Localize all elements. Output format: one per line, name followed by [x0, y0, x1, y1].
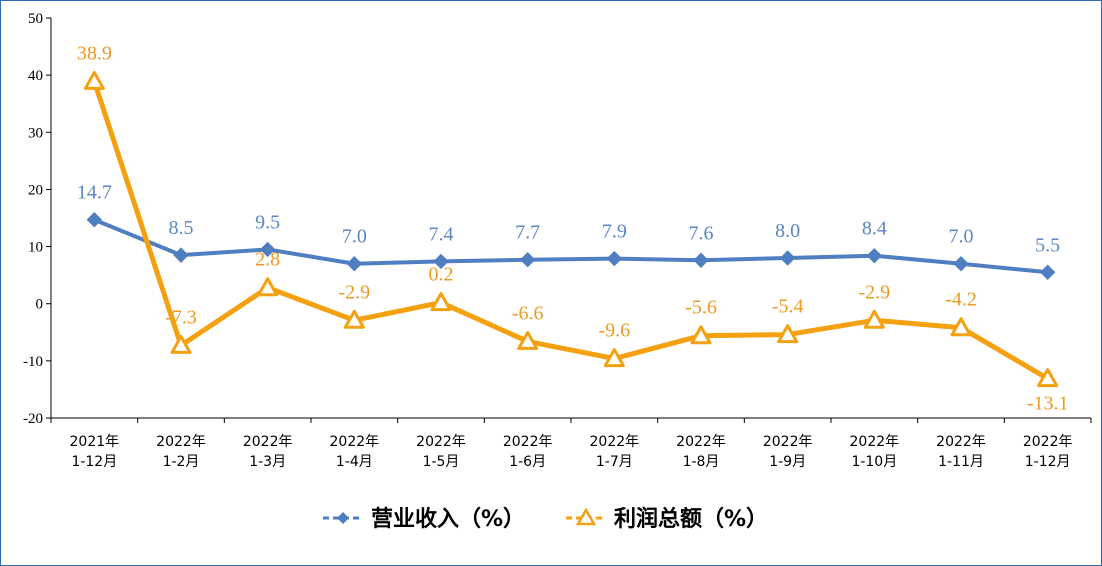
revenue-point — [606, 250, 623, 267]
profit-point — [517, 330, 539, 350]
revenue-point — [779, 250, 796, 266]
x-tick-label: 2021年 1-12月 — [70, 434, 120, 470]
revenue-data-label: 14.7 — [77, 182, 112, 204]
y-tick-label: -20 — [23, 411, 43, 427]
legend-label: 利润总额（%） — [614, 506, 768, 532]
revenue-data-label: 7.4 — [429, 223, 454, 245]
x-tick-label: 2022年 1-4月 — [330, 434, 380, 470]
y-tick-label: 50 — [28, 11, 43, 27]
revenue-data-label: 8.5 — [169, 217, 194, 239]
revenue-data-label: 9.5 — [255, 211, 280, 233]
revenue-point — [346, 256, 363, 272]
profit-data-label: -9.6 — [598, 320, 630, 342]
profit-data-label: 0.2 — [429, 264, 454, 286]
profit-point — [603, 348, 625, 368]
revenue-point — [433, 253, 449, 270]
x-tick-label: 2022年 1-3月 — [243, 434, 293, 470]
revenue-data-label: 5.5 — [1035, 234, 1060, 256]
y-axis-ticks: -20 -10 0 10 20 30 40 50 — [23, 11, 51, 427]
profit-point — [83, 70, 105, 90]
series-markers — [83, 70, 1059, 388]
profit-point — [170, 334, 192, 354]
y-tick-label: 20 — [28, 182, 43, 198]
profit-data-label: -2.9 — [858, 281, 890, 303]
profit-point — [950, 317, 972, 337]
y-tick-label: 30 — [28, 125, 43, 141]
revenue-data-label: 8.4 — [862, 218, 887, 240]
x-axis-ticks: 2021年 1-12月 2022年 1-2月 2022年 1-3月 2022年 1-4月 202… — [50, 418, 1092, 470]
revenue-data-label: 8.0 — [775, 220, 800, 242]
chart-axes — [50, 18, 1091, 419]
legend-item-profit: 利润总额（%） — [566, 506, 768, 532]
revenue-data-label: 7.6 — [689, 222, 714, 244]
y-tick-label: -10 — [23, 354, 43, 370]
revenue-data-label: 7.9 — [602, 221, 627, 243]
legend: 营业收入（%） 利润总额（%） — [323, 506, 768, 532]
profit-point — [690, 325, 712, 345]
profit-data-label: -13.1 — [1027, 393, 1069, 415]
revenue-point — [953, 256, 969, 272]
profit-point — [1037, 368, 1059, 388]
profit-data-label: 2.8 — [255, 249, 280, 271]
y-tick-label: 0 — [36, 297, 44, 313]
legend-label: 营业收入（%） — [371, 506, 525, 532]
revenue-point — [1039, 264, 1056, 280]
x-tick-label: 2022年 1-7月 — [590, 434, 640, 470]
revenue-point — [86, 212, 103, 228]
revenue-data-label: 7.7 — [515, 222, 540, 244]
y-tick-label: 10 — [28, 240, 43, 256]
revenue-point — [693, 252, 709, 268]
legend-triangle-icon — [575, 507, 597, 526]
revenue-data-label: 7.0 — [342, 226, 367, 248]
x-tick-label: 2022年 1-6月 — [503, 434, 553, 470]
profit-data-label: -7.3 — [165, 306, 197, 328]
profit-point — [430, 292, 452, 312]
x-tick-label: 2022年 1-12月 — [1023, 434, 1073, 470]
revenue-point — [519, 252, 536, 268]
profit-data-label: 38.9 — [77, 42, 112, 64]
y-tick-label: 40 — [28, 68, 43, 84]
revenue-point — [173, 247, 189, 263]
profit-point — [863, 309, 885, 329]
x-tick-label: 2022年 1-9月 — [763, 434, 813, 470]
profit-point — [343, 309, 365, 329]
x-tick-label: 2022年 1-2月 — [156, 434, 206, 470]
profit-data-label: -5.4 — [772, 296, 804, 318]
x-tick-label: 2022年 1-11月 — [936, 434, 986, 470]
profit-data-label: -6.6 — [512, 302, 544, 324]
x-tick-label: 2022年 1-8月 — [676, 434, 726, 470]
data-labels: 14.7 8.5 9.5 7.0 7.4 7.7 7.9 7.6 8.0 8.4 7.0 5.5 38.… — [77, 42, 1069, 414]
revenue-point — [866, 248, 883, 264]
profit-point — [257, 277, 279, 297]
x-tick-label: 2022年 1-5月 — [416, 434, 466, 470]
profit-data-label: -4.2 — [945, 289, 977, 311]
series-line-revenue — [92, 217, 1050, 275]
revenue-point — [259, 241, 276, 258]
series-line-profit — [91, 78, 1051, 382]
legend-diamond-icon — [337, 512, 349, 524]
profit-data-label: -2.9 — [338, 281, 370, 303]
profit-point — [777, 324, 799, 344]
profit-data-label: -5.6 — [685, 297, 717, 319]
x-tick-label: 2022年 1-10月 — [850, 434, 900, 470]
revenue-data-label: 7.0 — [949, 226, 974, 248]
series-lines — [91, 78, 1051, 382]
legend-item-revenue: 营业收入（%） — [323, 506, 525, 532]
